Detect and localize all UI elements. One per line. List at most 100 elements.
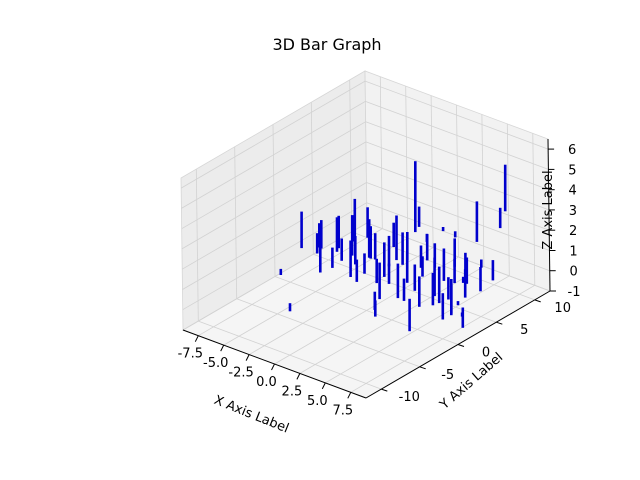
bar	[480, 259, 483, 268]
z-axis-line	[547, 138, 551, 292]
grid-line-z-back	[366, 161, 550, 231]
y-tick-label: 5	[520, 323, 528, 338]
grid-line-x-back	[456, 104, 459, 258]
grid-line-y-floor	[274, 276, 459, 345]
x-tick-label: -2.5	[228, 366, 253, 381]
bar	[378, 262, 381, 300]
y-tick-mark	[534, 299, 541, 303]
bar	[369, 226, 372, 259]
y-tick-mark	[381, 388, 388, 392]
z-tick-label: 4	[569, 184, 577, 199]
grid-line-z-left	[182, 182, 367, 290]
bar	[491, 260, 495, 281]
bar	[387, 235, 391, 267]
bar	[464, 252, 467, 274]
bar	[447, 277, 450, 300]
bar	[441, 227, 445, 232]
bar	[421, 256, 424, 277]
bar	[417, 206, 421, 227]
tick-labels: -7.5-5.0-2.50.02.55.07.5-10-50510-101234…	[178, 143, 581, 418]
grid-line-y-left	[272, 124, 276, 277]
bar	[442, 248, 446, 281]
bar	[453, 231, 457, 238]
bar	[279, 268, 283, 275]
bar	[320, 220, 323, 249]
bar	[437, 266, 441, 304]
bar	[366, 207, 369, 238]
bar	[288, 303, 292, 312]
grid-line-z-left	[181, 161, 367, 270]
grid-line-y-left	[234, 146, 238, 299]
chart-title: 3D Bar Graph	[272, 35, 381, 54]
axes-panes	[180, 70, 551, 399]
x-tick-label: 5.0	[307, 394, 328, 409]
bar	[318, 223, 321, 248]
x-tick-mark	[321, 382, 326, 390]
grid-line-y-left	[195, 169, 199, 322]
y-tick-mark	[496, 321, 503, 325]
grid-line-y-floor	[236, 298, 420, 368]
bar	[300, 211, 303, 249]
bar	[456, 301, 460, 306]
bar	[373, 233, 377, 260]
grid-lines	[180, 76, 551, 393]
bar	[387, 263, 391, 284]
bar	[461, 276, 465, 283]
x-tick-mark	[245, 354, 250, 361]
x-tick-label: 7.5	[332, 403, 353, 418]
bar	[418, 276, 421, 307]
bar	[337, 215, 340, 249]
bar	[405, 252, 409, 283]
z-tick-label: 1	[569, 245, 577, 260]
y-tick-label: -5	[441, 368, 454, 383]
bar	[453, 258, 456, 284]
grid-line-z-back	[366, 182, 550, 251]
bar	[431, 272, 435, 306]
x-axis-label: X Axis Label	[212, 393, 291, 437]
z-tick-label: 6	[568, 143, 576, 158]
bar	[395, 215, 398, 261]
grid-line-x-back	[532, 133, 536, 286]
bar	[413, 264, 417, 291]
bar	[419, 245, 423, 268]
grid-line-z-left	[181, 121, 366, 230]
z-tick-label: 3	[569, 204, 577, 219]
bar	[401, 232, 404, 265]
x-tick-label: 0.0	[256, 375, 277, 390]
y-tick-label: 10	[554, 301, 571, 316]
bar	[453, 238, 456, 267]
x-tick-mark	[347, 392, 352, 399]
bar	[354, 236, 357, 265]
bar	[479, 267, 482, 292]
bar	[319, 246, 322, 273]
bar	[374, 300, 377, 317]
bar	[396, 263, 400, 299]
grid-line-y-floor	[198, 320, 382, 390]
z-tick-label: 5	[568, 163, 576, 178]
grid-line-x-back	[405, 86, 409, 239]
grid-line-z-left	[181, 141, 367, 250]
x-tick-mark	[271, 363, 275, 371]
bar	[503, 164, 507, 212]
z-tick-label: 0	[570, 265, 578, 280]
x-tick-mark	[296, 373, 301, 380]
bar	[340, 238, 343, 261]
bar	[461, 307, 465, 328]
x-tick-mark	[194, 335, 199, 342]
y-tick-label: -10	[399, 390, 420, 405]
grid-line-x-back	[481, 114, 485, 267]
grid-line-z-back	[365, 141, 550, 211]
bar	[315, 233, 319, 254]
grid-line-x-back	[379, 76, 383, 229]
bar	[425, 234, 429, 261]
z-tick-label: -1	[568, 285, 581, 300]
bar	[465, 257, 469, 284]
grid-line-z-back	[364, 80, 549, 150]
bar	[383, 242, 386, 277]
bar	[433, 243, 437, 268]
bar	[450, 284, 453, 316]
bar	[335, 217, 339, 252]
bar	[433, 257, 436, 297]
bar	[331, 247, 334, 268]
